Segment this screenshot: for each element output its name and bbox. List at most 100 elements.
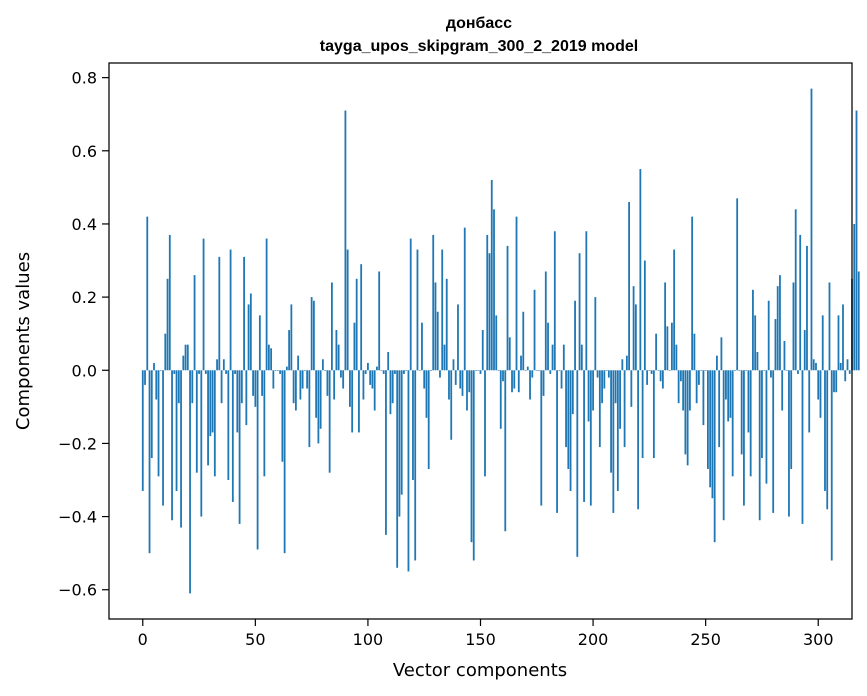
y-axis-label: Components values: [13, 252, 34, 430]
x-tick-label: 250: [690, 630, 721, 649]
bar-264: [736, 198, 739, 371]
bar-165: [513, 370, 516, 389]
bar-59: [274, 370, 277, 371]
bar-14: [173, 370, 176, 374]
bar-163: [508, 337, 511, 371]
bar-224: [646, 370, 649, 385]
bar-106: [380, 370, 383, 371]
bar-247: [698, 370, 700, 385]
bar-286: [785, 370, 788, 371]
bar-190: [569, 370, 572, 491]
x-axis-label: Vector components: [393, 660, 567, 681]
bar-2: [146, 216, 149, 371]
bar-134: [443, 344, 446, 371]
bar-193: [576, 370, 579, 557]
bar-61: [279, 370, 282, 374]
bar-272: [754, 315, 757, 371]
bar-259: [725, 370, 727, 400]
bar-0: [141, 370, 144, 491]
bar-236: [673, 249, 676, 371]
bar-145: [468, 370, 471, 393]
bar-143: [463, 227, 466, 371]
bar-249: [702, 370, 705, 426]
bar-287: [788, 370, 790, 517]
plot-frame: [108, 62, 853, 620]
bar-279: [770, 370, 772, 378]
bar-267: [743, 370, 745, 506]
bar-235: [670, 322, 673, 371]
bar-73: [306, 370, 309, 389]
bar-292: [799, 234, 802, 371]
bar-178: [542, 370, 545, 396]
bar-52: [258, 315, 261, 371]
bar-110: [389, 370, 392, 415]
bar-113: [396, 370, 399, 568]
bar-200: [592, 370, 594, 411]
bar-277: [765, 370, 768, 484]
y-tick-label: −0.6: [58, 581, 97, 600]
bar-9: [162, 370, 164, 506]
bar-266: [740, 370, 743, 455]
bar-10: [164, 333, 167, 371]
bar-263: [734, 370, 736, 371]
bar-131: [436, 311, 439, 371]
bar-87: [337, 344, 340, 371]
bar-94: [353, 322, 356, 371]
bar-192: [574, 300, 576, 371]
bar-152: [484, 370, 486, 477]
bar-70: [299, 370, 302, 400]
bar-57: [270, 348, 273, 371]
bar-212: [619, 370, 621, 429]
bar-120: [412, 370, 414, 480]
y-tick-label: 0.8: [72, 69, 97, 88]
bar-105: [378, 271, 381, 371]
bar-129: [432, 234, 435, 371]
bar-138: [452, 359, 455, 371]
bar-133: [441, 249, 444, 371]
bar-56: [267, 344, 270, 371]
bar-23: [193, 275, 196, 371]
bar-139: [454, 370, 457, 385]
bar-17: [180, 370, 182, 528]
chart-title-line-2: tayga_upos_skipgram_300_2_2019 model: [320, 38, 638, 55]
bar-219: [634, 304, 637, 371]
bar-24: [195, 370, 198, 473]
bar-36: [222, 359, 225, 371]
bar-299: [815, 362, 817, 371]
bar-317: [855, 110, 858, 371]
bar-32: [213, 370, 216, 477]
bar-294: [803, 330, 806, 371]
bar-65: [288, 330, 291, 371]
bar-226: [650, 370, 653, 374]
bar-21: [189, 370, 191, 594]
bar-182: [551, 344, 554, 371]
x-tick-label: 300: [803, 630, 834, 649]
bar-202: [596, 370, 599, 378]
bar-257: [720, 337, 723, 371]
bar-60: [276, 370, 279, 371]
bar-284: [781, 370, 784, 411]
bar-39: [229, 249, 232, 371]
bar-144: [466, 370, 468, 411]
bar-64: [285, 366, 288, 371]
bar-142: [461, 370, 464, 396]
bar-188: [565, 370, 567, 448]
bar-191: [571, 370, 574, 415]
bar-290: [794, 209, 797, 371]
bar-137: [450, 370, 453, 440]
bar-135: [445, 278, 448, 371]
bar-12: [168, 234, 171, 371]
bar-313: [846, 359, 849, 371]
bar-78: [317, 370, 320, 444]
bar-146: [470, 370, 473, 543]
bar-311: [842, 304, 844, 371]
bar-300: [817, 370, 820, 400]
bar-172: [529, 370, 531, 400]
bar-47: [247, 304, 250, 371]
bar-274: [758, 370, 761, 521]
bar-101: [369, 370, 372, 385]
bar-216: [628, 202, 630, 371]
bar-168: [520, 355, 522, 371]
bar-179: [544, 271, 547, 371]
bar-107: [382, 370, 385, 374]
